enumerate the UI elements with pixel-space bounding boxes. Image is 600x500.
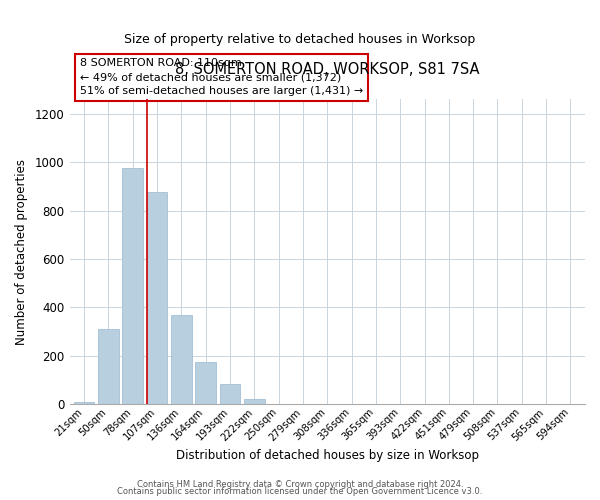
Text: Contains HM Land Registry data © Crown copyright and database right 2024.: Contains HM Land Registry data © Crown c… <box>137 480 463 489</box>
Bar <box>147 192 167 404</box>
X-axis label: Distribution of detached houses by size in Worksop: Distribution of detached houses by size … <box>176 450 479 462</box>
Title: 8, SOMERTON ROAD, WORKSOP, S81 7SA: 8, SOMERTON ROAD, WORKSOP, S81 7SA <box>175 62 479 78</box>
Text: Contains public sector information licensed under the Open Government Licence v3: Contains public sector information licen… <box>118 488 482 496</box>
Text: 8 SOMERTON ROAD: 110sqm
← 49% of detached houses are smaller (1,372)
51% of semi: 8 SOMERTON ROAD: 110sqm ← 49% of detache… <box>80 58 363 96</box>
Bar <box>98 329 119 404</box>
Bar <box>122 168 143 404</box>
Text: Size of property relative to detached houses in Worksop: Size of property relative to detached ho… <box>124 32 476 46</box>
Bar <box>74 402 94 404</box>
Bar <box>171 314 192 404</box>
Bar <box>244 400 265 404</box>
Y-axis label: Number of detached properties: Number of detached properties <box>15 159 28 345</box>
Bar <box>196 362 216 404</box>
Bar <box>220 384 241 404</box>
